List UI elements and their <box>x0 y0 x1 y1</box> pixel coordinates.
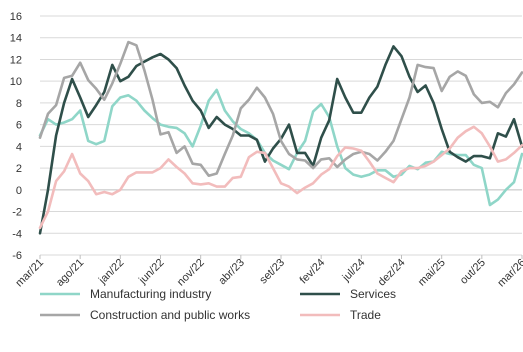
legend: Manufacturing industry Services Construc… <box>40 287 396 322</box>
series-lines <box>38 40 523 235</box>
y-tick-label: 10 <box>10 76 22 88</box>
y-tick-label: -6 <box>12 250 22 262</box>
y-axis-ticks: -6 -4 -2 0 2 4 6 8 10 12 14 16 <box>10 11 22 262</box>
series-construction-line <box>38 40 523 177</box>
legend-label-manufacturing: Manufacturing industry <box>90 287 211 301</box>
y-tick-label: -2 <box>12 207 22 219</box>
x-tick-label: mai/25 <box>416 257 448 289</box>
y-tick-label: -4 <box>12 228 22 240</box>
x-axis-ticks: mar/21 ago/21 jan/22 jun/22 nov/22 abr/23 set/… <box>13 255 523 289</box>
x-tick-label: jul/24 <box>340 257 368 285</box>
x-tick-label: out/25 <box>458 257 488 287</box>
x-tick-label: jan/22 <box>96 257 126 287</box>
y-tick-label: 6 <box>16 120 22 132</box>
legend-label-trade: Trade <box>350 308 381 322</box>
grid-lines <box>40 15 522 256</box>
x-tick-label: ago/21 <box>54 257 86 289</box>
y-tick-label: 2 <box>16 163 22 175</box>
y-tick-label: 0 <box>16 185 22 197</box>
x-tick-label: dez/24 <box>376 257 408 289</box>
y-tick-label: 8 <box>16 98 22 110</box>
x-tick-label: mar/26 <box>495 257 523 290</box>
x-tick-label: jun/22 <box>136 257 166 287</box>
y-tick-label: 4 <box>16 141 22 153</box>
y-tick-label: 12 <box>10 54 22 66</box>
legend-label-services: Services <box>350 287 396 301</box>
series-trade-line <box>38 125 523 230</box>
x-tick-label: abr/23 <box>216 257 247 288</box>
y-tick-label: 14 <box>10 33 22 45</box>
x-tick-label: set/23 <box>257 257 287 287</box>
x-tick-label: nov/22 <box>175 257 207 289</box>
series-manufacturing-line <box>38 88 523 207</box>
legend-label-construction: Construction and public works <box>90 308 250 322</box>
y-tick-label: 16 <box>10 11 22 23</box>
x-tick-label: fev/24 <box>298 257 328 287</box>
